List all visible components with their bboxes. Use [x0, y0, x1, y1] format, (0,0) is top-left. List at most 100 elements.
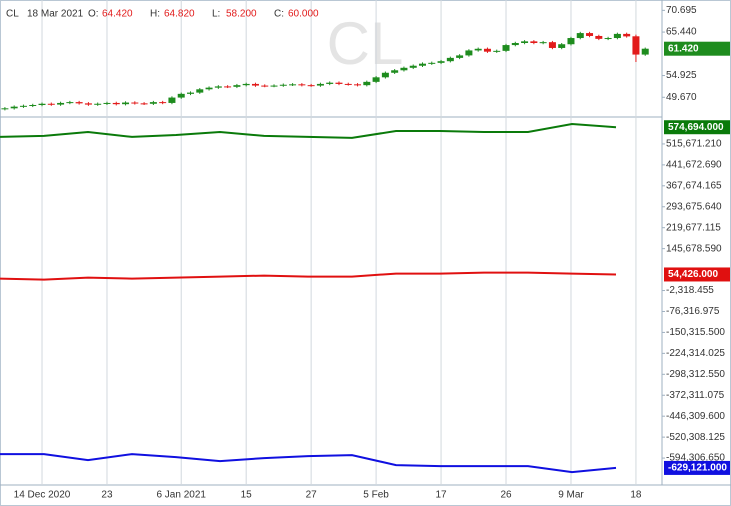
- y-tick-label: 49.670: [666, 92, 697, 103]
- y-tick-label: 441,672.690: [666, 160, 722, 171]
- candle-body: [604, 38, 612, 40]
- y-tick-label: -594,306.650: [666, 453, 725, 464]
- y-tick-label: -2,318.455: [666, 285, 714, 296]
- candle-body: [530, 41, 538, 43]
- ohlc-value: 64.820: [164, 9, 195, 20]
- last-value-box: [664, 267, 730, 282]
- ohlc-key: L:: [212, 9, 220, 20]
- y-tick-label: 54.925: [666, 70, 697, 81]
- y-tick-label: -224,314.025: [666, 348, 725, 359]
- candle-body: [47, 103, 55, 105]
- candle-body: [159, 102, 167, 104]
- candle-body: [57, 102, 65, 105]
- y-tick-label: -446,309.600: [666, 411, 725, 422]
- watermark: CL: [327, 10, 404, 77]
- candle-body: [548, 42, 556, 48]
- candle-body: [112, 102, 120, 105]
- y-tick-label: 65.440: [666, 27, 697, 38]
- ohlc-key: H:: [150, 9, 160, 20]
- candle-body: [122, 102, 130, 105]
- candle-body: [613, 33, 621, 39]
- ohlc-key: O:: [88, 9, 99, 20]
- candle-body: [205, 87, 213, 90]
- candle-body: [465, 50, 473, 56]
- candle-body: [493, 50, 501, 52]
- candle-body: [363, 81, 371, 86]
- y-tick-label: -76,316.975: [666, 306, 720, 317]
- candle-body: [29, 105, 37, 107]
- series-line: [0, 122, 617, 139]
- candle-body: [483, 48, 491, 52]
- candle-body: [558, 44, 566, 48]
- candle-body: [10, 106, 18, 109]
- last-value-label: 574,694.000: [668, 122, 724, 133]
- candle-body: [149, 102, 157, 104]
- candle-body: [428, 62, 436, 64]
- y-tick-label: -298,312.550: [666, 369, 725, 380]
- candle-body: [511, 42, 519, 46]
- last-value-box: [664, 460, 730, 475]
- x-tick-label: 17: [435, 490, 447, 501]
- candle-body: [335, 82, 343, 84]
- x-tick-label: 23: [101, 490, 113, 501]
- candle-body: [641, 48, 649, 55]
- y-tick-label: -372,311.075: [666, 390, 725, 401]
- y-tick-label: -520,308.125: [666, 432, 725, 443]
- symbol: CL: [6, 9, 19, 20]
- candle-body: [474, 48, 482, 51]
- ohlc-value: 58.200: [226, 9, 257, 20]
- x-tick-label: 9 Mar: [558, 490, 584, 501]
- candle-body: [279, 84, 287, 86]
- x-tick-label: 15: [241, 490, 253, 501]
- last-value-box: [664, 41, 730, 56]
- candle-body: [419, 63, 426, 66]
- y-tick-label: -150,315.500: [666, 327, 725, 338]
- labels: CL 18 Mar 2021 O: 64.420 H: 64.820 L: 58.200 C…: [6, 5, 730, 501]
- candle-body: [307, 85, 315, 87]
- candle-body: [326, 82, 334, 84]
- candle-body: [409, 65, 417, 68]
- candle-body: [456, 55, 464, 58]
- candle-body: [316, 83, 324, 86]
- candle-body: [576, 33, 584, 39]
- candle-body: [94, 103, 102, 105]
- candle-body: [437, 61, 445, 63]
- candle-body: [298, 84, 306, 86]
- ohlc-value: 64.420: [102, 9, 133, 20]
- candle-body: [177, 93, 185, 98]
- x-tick-label: 18: [630, 490, 642, 501]
- candle-body: [140, 103, 148, 105]
- candle-body: [214, 86, 222, 88]
- y-tick-label: 293,675.640: [666, 201, 722, 212]
- date: 18 Mar 2021: [27, 9, 84, 20]
- candle-body: [521, 41, 529, 43]
- candle-body: [586, 33, 594, 36]
- candle-body: [242, 83, 250, 86]
- x-tick-label: 6 Jan 2021: [156, 490, 206, 501]
- candle-body: [381, 72, 389, 78]
- marks: [0, 31, 649, 474]
- candle-body: [131, 102, 139, 104]
- x-tick-label: 5 Feb: [363, 490, 389, 501]
- candle-body: [66, 102, 74, 104]
- candle-body: [261, 85, 269, 87]
- candle-body: [400, 67, 408, 71]
- candle-body: [595, 35, 603, 39]
- candle-body: [103, 102, 111, 104]
- x-tick-label: 27: [306, 490, 318, 501]
- candle-body: [567, 38, 575, 45]
- candle-body: [168, 97, 176, 103]
- candle-body: [446, 57, 454, 62]
- ohlc-key: C:: [274, 9, 284, 20]
- y-tick-label: 70.695: [666, 5, 697, 16]
- candle-body: [391, 70, 399, 73]
- candle-body: [270, 85, 278, 87]
- candle-body: [539, 42, 547, 44]
- candle-body: [289, 84, 297, 86]
- last-value-label: -629,121.000: [668, 463, 727, 474]
- candle-body: [196, 89, 204, 93]
- x-tick-label: 14 Dec 2020: [14, 490, 71, 501]
- candle-body: [75, 102, 83, 104]
- last-value-label: 54,426.000: [668, 269, 718, 280]
